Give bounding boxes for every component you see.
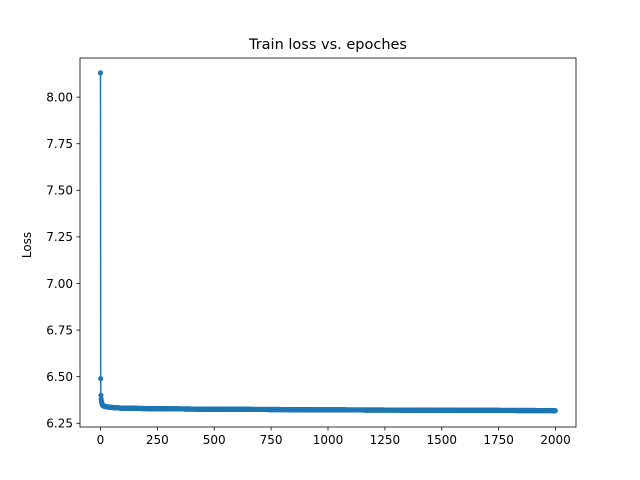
x-tick-label: 250	[146, 433, 169, 447]
y-tick-label: 7.50	[46, 184, 73, 198]
y-tick-label: 7.25	[46, 230, 73, 244]
x-tick-label: 500	[203, 433, 226, 447]
x-tick-label: 1250	[370, 433, 401, 447]
x-tick-label: 1500	[426, 433, 457, 447]
y-tick-label: 6.25	[46, 417, 73, 431]
y-tick-label: 7.75	[46, 137, 73, 151]
x-tick-label: 750	[260, 433, 283, 447]
series-markers	[97, 70, 558, 414]
x-tick-label: 1000	[313, 433, 344, 447]
y-axis-label: Loss	[20, 232, 34, 258]
data-point	[98, 375, 104, 382]
y-tick-label: 6.50	[46, 370, 73, 384]
y-axis: 6.25 6.50 6.75 7.00 7.25 7.50 7.75 8.00	[46, 90, 80, 431]
x-tick-label: 2000	[540, 433, 571, 447]
y-tick-label: 8.00	[46, 90, 73, 104]
y-tick-label: 6.75	[46, 323, 73, 337]
x-tick-label: 0	[97, 433, 105, 447]
x-axis: 0 250 500 750 1000 1250 1500 1750 2000	[97, 427, 571, 447]
plot-area	[97, 70, 558, 414]
data-point	[552, 408, 558, 414]
axes-frame	[79, 57, 577, 428]
x-tick-label: 1750	[483, 433, 514, 447]
data-point	[97, 70, 104, 76]
y-tick-label: 7.00	[46, 277, 73, 291]
chart-title: Train loss vs. epoches	[248, 37, 407, 53]
data-point	[98, 392, 104, 398]
